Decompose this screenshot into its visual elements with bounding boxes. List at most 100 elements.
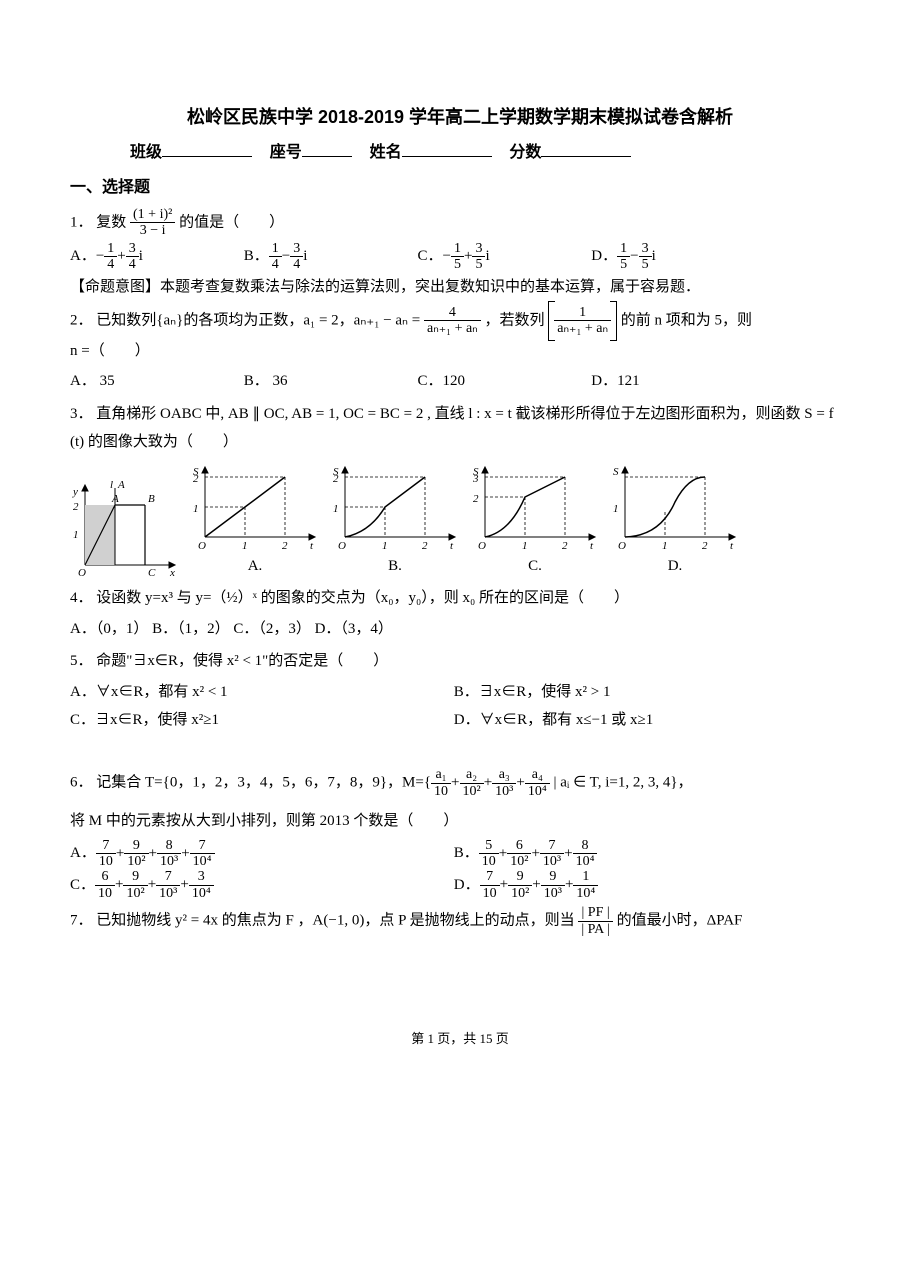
svg-text:1: 1 [613, 503, 619, 515]
q7-b: 的值最小时，ΔPAF [617, 912, 743, 928]
q2-b: 的各项均为正数，a₁ = 2，aₙ₊₁ − aₙ = [183, 312, 424, 328]
q2-options: A． 35 B． 36 C．120 D．121 [70, 367, 850, 396]
svg-text:A: A [111, 493, 119, 505]
svg-text:1: 1 [333, 503, 339, 515]
optD-pre: D． [591, 242, 617, 271]
class-label: 班级 [130, 144, 162, 161]
q6-options: A．710+910²+810³+710⁴ B．510+610²+710³+810… [70, 838, 850, 902]
q5-opt-d[interactable]: D．∀x∈R，都有 x≤−1 或 x≥1 [454, 706, 654, 735]
q2-opt-d[interactable]: D．121 [591, 367, 741, 396]
svg-text:O: O [78, 567, 86, 579]
svg-text:S: S [613, 466, 619, 478]
q1-opt-d[interactable]: D．15 − 35i [591, 241, 741, 273]
question-1: 1． 复数 (1 + i)²3 − i 的值是（ ） [70, 207, 850, 239]
svg-text:O: O [478, 540, 486, 552]
q4-options: A．（0，1） B．（1，2） C．（2，3） D．（3，4） [70, 615, 850, 644]
q2-a: 2． 已知数列 [70, 312, 156, 328]
class-blank[interactable] [162, 140, 252, 157]
q6-b: | aᵢ ∈ T, i=1, 2, 3, 4}， [550, 775, 693, 791]
seat-blank[interactable] [302, 140, 352, 157]
svg-text:1: 1 [73, 529, 79, 541]
name-blank[interactable] [402, 140, 492, 157]
svg-text:t: t [730, 540, 734, 552]
q3-graphs: y lA 2 1 A B C Ox S 2 1 O 1 2 t A. [70, 462, 850, 581]
q6-opt-b[interactable]: B．510+610²+710³+810⁴ [454, 838, 598, 870]
svg-text:2: 2 [422, 540, 428, 552]
q3-label-d: D. [610, 552, 740, 581]
optB-pre: B． [244, 242, 269, 271]
svg-text:1: 1 [522, 540, 528, 552]
q3-graph-c[interactable]: S32 O12t C. [470, 462, 600, 581]
q3-label-a: A. [190, 552, 320, 581]
svg-text:l: l [110, 480, 113, 491]
svg-text:2: 2 [282, 540, 288, 552]
svg-text:y: y [72, 486, 78, 498]
section-heading: 一、选择题 [70, 173, 850, 203]
svg-text:2: 2 [473, 493, 479, 505]
q5-options: A．∀x∈R，都有 x² < 1 B．∃x∈R，使得 x² > 1 C．∃x∈R… [70, 678, 850, 735]
question-3: 3． 直角梯形 OABC 中, AB ∥ OC, AB = 1, OC = BC… [70, 400, 850, 457]
question-6: 6． 记集合 T={0，1，2，3，4，5，6，7，8，9}，M={a₁10+a… [70, 767, 850, 799]
score-blank[interactable] [541, 140, 631, 157]
q5-opt-b[interactable]: B．∃x∈R，使得 x² > 1 [454, 678, 611, 707]
svg-text:3: 3 [472, 473, 479, 485]
q6-c: 将 M 中的元素按从大到小排列，则第 2013 个数是（ ） [70, 807, 850, 836]
svg-text:O: O [338, 540, 346, 552]
q1-frac-num: (1 + i)² [130, 207, 175, 223]
page-title: 松岭区民族中学 2018-2019 学年高二上学期数学期末模拟试卷含解析 [70, 100, 850, 134]
q6-opt-a[interactable]: A．710+910²+810³+710⁴ [70, 838, 450, 870]
q3-graph-a[interactable]: S21 O12t A. [190, 462, 320, 581]
svg-text:B: B [148, 493, 155, 505]
svg-text:t: t [450, 540, 454, 552]
svg-text:x: x [169, 567, 175, 579]
q2-d: 的前 n 项和为 5，则 [621, 312, 752, 328]
q1-opt-a[interactable]: A．−14 + 34i [70, 241, 240, 273]
question-7: 7． 已知抛物线 y² = 4x 的焦点为 F ，A(−1, 0)，点 P 是抛… [70, 905, 850, 937]
svg-text:2: 2 [193, 473, 199, 485]
svg-text:2: 2 [702, 540, 708, 552]
q1-opt-b[interactable]: B．14 − 34i [244, 241, 414, 273]
q2-seq: {aₙ} [156, 312, 183, 328]
q2-opt-a[interactable]: A． 35 [70, 367, 240, 396]
question-5: 5． 命题"∃x∈R，使得 x² < 1"的否定是（ ） [70, 647, 850, 676]
svg-text:C: C [148, 567, 156, 579]
q1-opt-c[interactable]: C．−15 + 35i [418, 241, 588, 273]
name-label: 姓名 [370, 144, 402, 161]
q3-graph-d[interactable]: S 1 O 1 2 t D. [610, 462, 740, 581]
q5-opt-c[interactable]: C．∃x∈R，使得 x²≥1 [70, 706, 450, 735]
q7-a: 7． 已知抛物线 y² = 4x 的焦点为 F ，A(−1, 0)，点 P 是抛… [70, 912, 575, 928]
q6-opt-c[interactable]: C．610+910²+710³+310⁴ [70, 869, 450, 901]
q3-label-b: B. [330, 552, 460, 581]
svg-text:O: O [618, 540, 626, 552]
svg-text:1: 1 [193, 503, 199, 515]
score-label: 分数 [509, 144, 541, 161]
header-fields: 班级 座号 姓名 分数 [130, 138, 850, 168]
q5-opt-a[interactable]: A．∀x∈R，都有 x² < 1 [70, 678, 450, 707]
q3-label-c: C. [470, 552, 600, 581]
question-2: 2． 已知数列{aₙ}的各项均为正数，a₁ = 2，aₙ₊₁ − aₙ = 4a… [70, 305, 850, 337]
q3-trapezoid: ylA 21 ABC Ox [70, 480, 180, 580]
q2-e: n =（ ） [70, 337, 850, 366]
svg-text:1: 1 [662, 540, 668, 552]
svg-text:t: t [590, 540, 594, 552]
q1-frac-den: 3 − i [130, 223, 175, 238]
seat-label: 座号 [270, 144, 302, 161]
q6-a: 6． 记集合 T={0，1，2，3，4，5，6，7，8，9}，M={ [70, 775, 431, 791]
q1-note: 【命题意图】本题考查复数乘法与除法的运算法则，突出复数知识中的基本运算，属于容易… [70, 273, 850, 302]
q2-opt-b[interactable]: B． 36 [244, 367, 414, 396]
svg-text:O: O [198, 540, 206, 552]
svg-text:1: 1 [382, 540, 388, 552]
q2-opt-c[interactable]: C．120 [418, 367, 588, 396]
page-footer: 第 1 页，共 15 页 [70, 1027, 850, 1052]
q6-opt-d[interactable]: D．710+910²+910³+110⁴ [454, 869, 599, 901]
q1-stem-b: 的值是（ ） [179, 214, 284, 230]
q1-stem-a: 1． 复数 [70, 214, 126, 230]
question-4: 4． 设函数 y=x³ 与 y=（½）ˣ 的图象的交点为（x₀，y₀），则 x₀… [70, 584, 850, 613]
optA-pre: A．− [70, 242, 104, 271]
optC-pre: C．− [418, 242, 451, 271]
svg-text:A: A [117, 480, 125, 491]
q3-graph-b[interactable]: S21 O12t B. [330, 462, 460, 581]
svg-text:2: 2 [333, 473, 339, 485]
svg-text:t: t [310, 540, 314, 552]
q1-options: A．−14 + 34i B．14 − 34i C．−15 + 35i D．15 … [70, 241, 850, 273]
